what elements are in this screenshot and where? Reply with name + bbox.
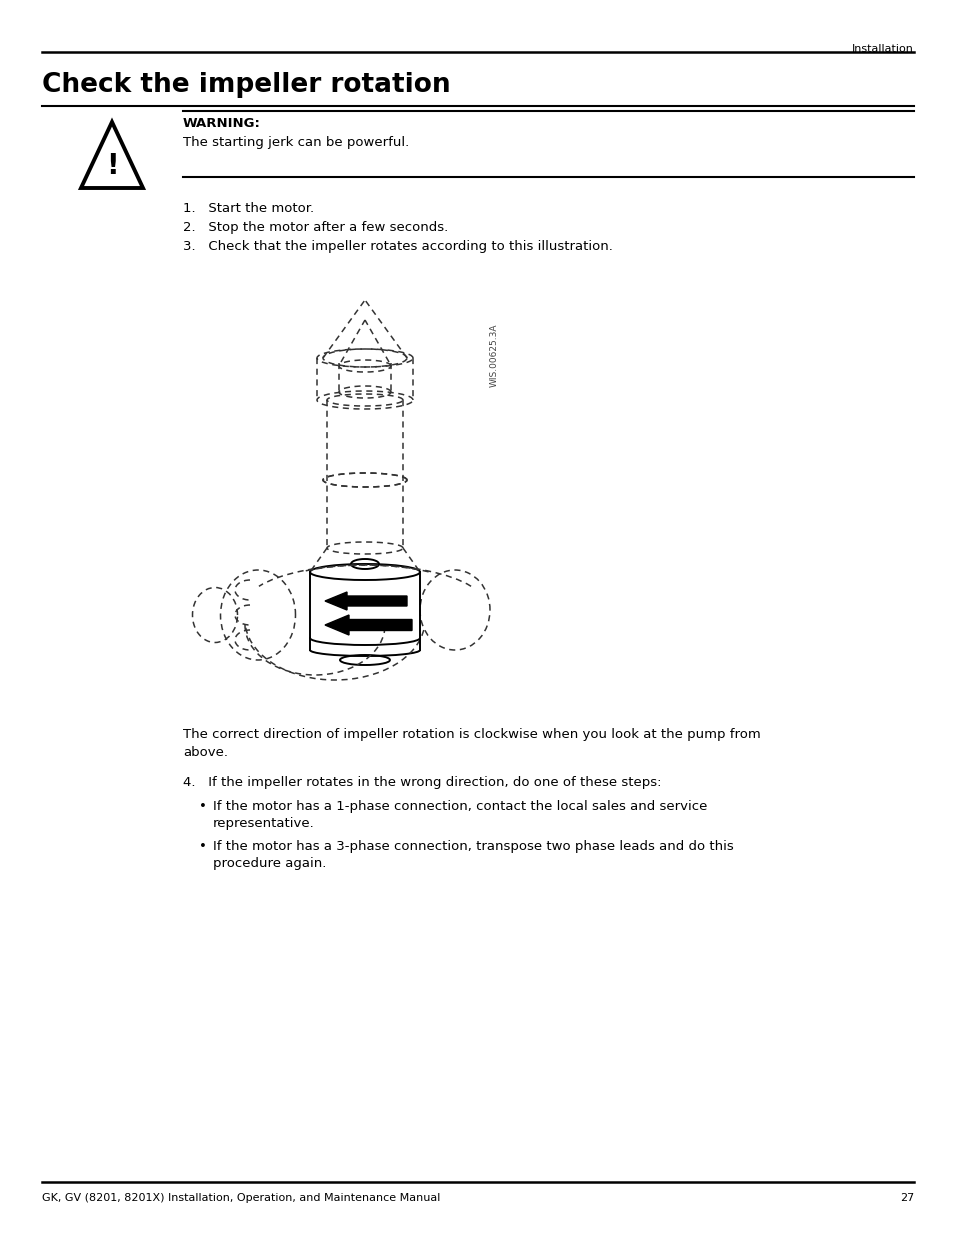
Text: procedure again.: procedure again.	[213, 857, 326, 869]
Text: 3.   Check that the impeller rotates according to this illustration.: 3. Check that the impeller rotates accor…	[183, 240, 612, 253]
Text: If the motor has a 3-phase connection, transpose two phase leads and do this: If the motor has a 3-phase connection, t…	[213, 840, 733, 853]
Text: WARNING:: WARNING:	[183, 117, 260, 130]
Text: 1.   Start the motor.: 1. Start the motor.	[183, 203, 314, 215]
Text: above.: above.	[183, 746, 228, 760]
Text: The correct direction of impeller rotation is clockwise when you look at the pum: The correct direction of impeller rotati…	[183, 727, 760, 741]
Text: 2.   Stop the motor after a few seconds.: 2. Stop the motor after a few seconds.	[183, 221, 448, 233]
Text: The starting jerk can be powerful.: The starting jerk can be powerful.	[183, 136, 409, 149]
Text: !: !	[106, 152, 118, 180]
Text: Check the impeller rotation: Check the impeller rotation	[42, 72, 450, 98]
FancyArrow shape	[325, 615, 412, 635]
Text: 4.   If the impeller rotates in the wrong direction, do one of these steps:: 4. If the impeller rotates in the wrong …	[183, 776, 660, 789]
Text: GK, GV (8201, 8201X) Installation, Operation, and Maintenance Manual: GK, GV (8201, 8201X) Installation, Opera…	[42, 1193, 440, 1203]
Text: WIS.00625.3A: WIS.00625.3A	[490, 324, 498, 387]
Text: Installation: Installation	[851, 44, 913, 54]
Text: If the motor has a 1-phase connection, contact the local sales and service: If the motor has a 1-phase connection, c…	[213, 800, 706, 813]
Text: •: •	[199, 800, 207, 813]
Text: 27: 27	[899, 1193, 913, 1203]
Text: •: •	[199, 840, 207, 853]
FancyArrow shape	[325, 592, 407, 610]
Text: representative.: representative.	[213, 818, 314, 830]
